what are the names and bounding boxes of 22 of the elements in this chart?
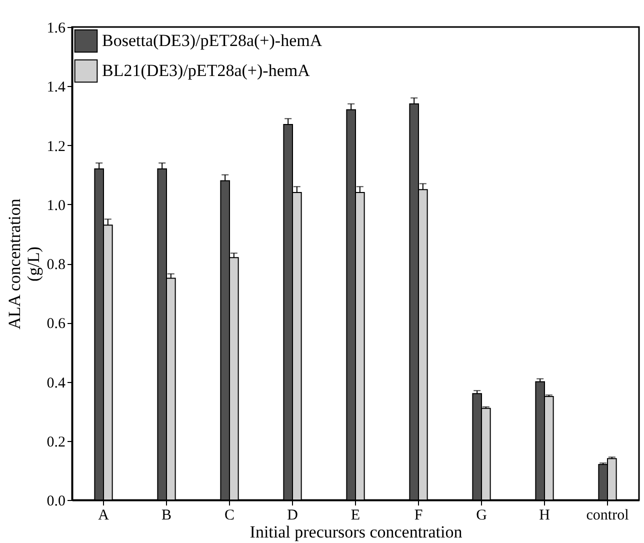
legend-label: Bosetta(DE3)/pET28a(+)-hemA [102, 31, 323, 50]
y-tick-label: 0.2 [46, 434, 66, 450]
x-axis-title: Initial precursors concentration [250, 522, 463, 542]
x-tick-label: B [161, 508, 172, 524]
x-tick-label: D [287, 508, 298, 524]
x-tick-label: G [476, 508, 488, 524]
y-tick-label: 1.0 [46, 198, 66, 214]
y-tick-label: 1.4 [46, 80, 66, 96]
x-tick-label: C [224, 508, 235, 524]
y-tick-label: 1.2 [46, 138, 66, 155]
legend-label: BL21(DE3)/pET28a(+)-hemA [102, 61, 311, 80]
y-tick-label: 0.6 [46, 316, 66, 332]
x-tick-label: E [350, 508, 360, 524]
y-tick-label: 1.6 [46, 20, 66, 36]
x-tick-label: F [414, 508, 423, 524]
y-axis-title: ALA concentration (g/L) [4, 198, 43, 330]
x-tick-label: H [539, 508, 550, 524]
x-tick-label: control [586, 508, 629, 524]
y-tick-label: 0.0 [46, 494, 66, 510]
y-tick-label: 0.4 [46, 375, 66, 392]
y-tick-label: 0.8 [46, 257, 66, 273]
x-tick-label: A [98, 508, 110, 524]
